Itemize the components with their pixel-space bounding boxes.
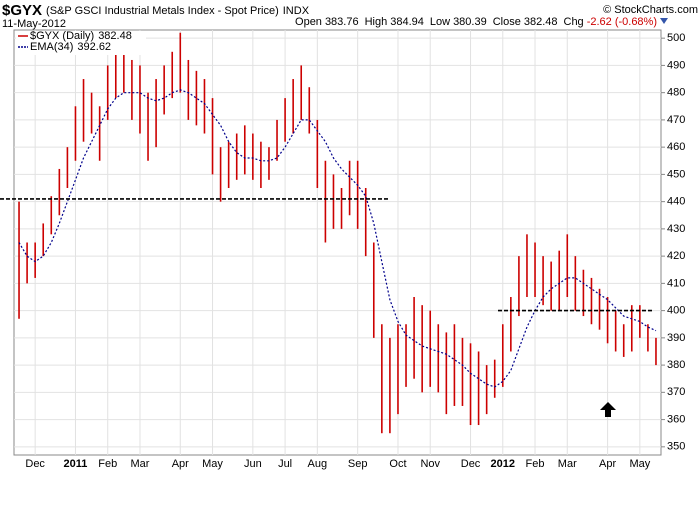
y-tick-label: 400 (667, 305, 685, 317)
x-tick-label: 2012 (491, 458, 515, 470)
legend-name: $GYX (Daily) (30, 30, 94, 42)
quote-label: High (365, 16, 388, 28)
y-tick-label: 460 (667, 141, 685, 153)
y-tick-label: 360 (667, 413, 685, 425)
x-tick-label: Nov (420, 458, 440, 470)
x-tick-label: Mar (558, 458, 577, 470)
x-tick-label: Feb (526, 458, 545, 470)
legend-name: EMA(34) (30, 41, 73, 53)
x-tick-label: Oct (389, 458, 406, 470)
exchange: INDX (283, 5, 310, 17)
symbol: $GYX (2, 2, 42, 19)
x-tick-label: Mar (130, 458, 149, 470)
legend-value: 392.62 (77, 41, 111, 53)
y-tick-label: 500 (667, 32, 685, 44)
quote-value: 382.48 (524, 16, 558, 28)
x-tick-label: Aug (308, 458, 328, 470)
quote-value: -2.62 (-0.68%) (587, 16, 657, 28)
y-tick-label: 380 (667, 359, 685, 371)
x-tick-label: May (629, 458, 650, 470)
plot (0, 30, 661, 455)
x-tick-label: Dec (25, 458, 45, 470)
y-tick-label: 420 (667, 250, 685, 262)
x-tick-label: Jun (244, 458, 262, 470)
y-tick-label: 430 (667, 223, 685, 235)
ema-line (18, 89, 657, 388)
x-tick-label: Apr (172, 458, 189, 470)
x-tick-label: Feb (98, 458, 117, 470)
legend-entry: $GYX (Daily) 382.48 (30, 30, 132, 42)
y-tick-label: 490 (667, 59, 685, 71)
y-tick-label: 470 (667, 114, 685, 126)
down-icon (660, 18, 668, 24)
quote-value: 380.39 (453, 16, 487, 28)
index-name: (S&P GSCI Industrial Metals Index - Spot… (46, 5, 279, 17)
quote-label: Close (493, 16, 521, 28)
plot-frame (13, 29, 662, 456)
x-tick-label: Sep (348, 458, 368, 470)
legend-bg (16, 31, 146, 55)
y-tick-label: 390 (667, 332, 685, 344)
quote-label: Open (295, 16, 322, 28)
y-tick-label: 480 (667, 87, 685, 99)
legend-value: 382.48 (98, 30, 132, 42)
quote-value: 384.94 (390, 16, 424, 28)
y-tick-label: 450 (667, 168, 685, 180)
arrow-icon (600, 402, 616, 417)
legend-entry: EMA(34) 392.62 (30, 41, 111, 53)
quote-label: Low (430, 16, 450, 28)
quote-value: 383.76 (325, 16, 359, 28)
x-tick-label: Apr (599, 458, 616, 470)
x-tick-label: Dec (461, 458, 481, 470)
y-tick-label: 410 (667, 277, 685, 289)
copyright: © StockCharts.com (603, 4, 698, 16)
date: 11-May-2012 (2, 18, 66, 30)
y-tick-label: 350 (667, 441, 685, 453)
y-tick-label: 440 (667, 196, 685, 208)
x-tick-label: Jul (278, 458, 292, 470)
x-tick-label: May (202, 458, 223, 470)
x-tick-label: 2011 (64, 458, 88, 470)
quote: Open 383.76 High 384.94 Low 380.39 Close 382.48… (295, 16, 657, 28)
y-tick-label: 370 (667, 386, 685, 398)
header-title: $GYX (S&P GSCI Industrial Metals Index - … (2, 2, 310, 19)
quote-label: Chg (564, 16, 584, 28)
